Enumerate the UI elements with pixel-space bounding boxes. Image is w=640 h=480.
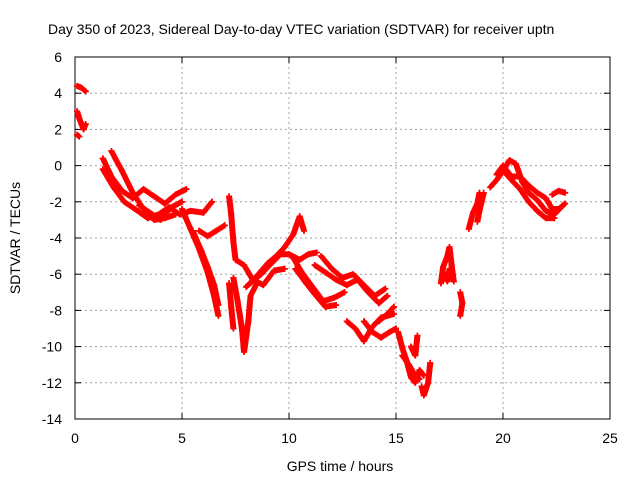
y-tick-label: -2 [50, 194, 63, 210]
x-tick-label: 25 [602, 430, 618, 446]
x-tick-label: 0 [71, 430, 79, 446]
x-tick-label: 5 [178, 430, 186, 446]
series-trace [549, 187, 569, 198]
y-axis-label: SDTVAR / TECUs [7, 182, 23, 294]
series-trace [99, 166, 215, 222]
series-arc-d3 [226, 280, 237, 332]
series-arc-g2 [399, 352, 423, 383]
series-arc-f2 [360, 318, 399, 341]
series-arc-i1 [465, 189, 483, 232]
series-trace [375, 303, 397, 325]
y-tick-label: -4 [50, 230, 63, 246]
series-trace [418, 359, 434, 399]
axis-ticks: -14 -12 -10 -8 -6 -4 -2 0 2 4 6 0 5 10 15 20 25 [42, 49, 618, 446]
y-tick-label: 0 [54, 158, 62, 174]
series-trace [408, 332, 421, 359]
x-axis-label: GPS time / hours [287, 458, 394, 474]
series-arc-e2 [292, 265, 340, 310]
grid [75, 57, 610, 419]
series-arc-d2 [230, 274, 260, 355]
series-trace [74, 108, 89, 133]
series-trace [465, 189, 483, 232]
series-trace [99, 155, 190, 207]
series-arc-b4 [136, 198, 185, 223]
series-trace [360, 318, 399, 341]
series-trace [230, 274, 260, 355]
series-arc-g3 [408, 332, 421, 359]
series-trace [226, 280, 237, 332]
x-tick-label: 20 [495, 430, 511, 446]
series-trace [318, 253, 389, 299]
series-trace [196, 222, 228, 240]
series-arc-h1 [437, 244, 457, 287]
series-trace [474, 189, 487, 225]
y-tick-label: -6 [50, 266, 63, 282]
series-arc-j4 [549, 187, 569, 198]
series-trace [74, 83, 89, 95]
chart-title: Day 350 of 2023, Sidereal Day-to-day VTE… [48, 21, 554, 37]
y-tick-label: -12 [42, 375, 62, 391]
series-trace [74, 131, 83, 140]
series-trace [502, 169, 558, 222]
x-tick-label: 15 [388, 430, 404, 446]
series-arc-f3 [375, 303, 397, 325]
y-tick-label: -10 [42, 339, 62, 355]
series-arc-h3 [457, 289, 466, 319]
series-arc-g1 [395, 329, 427, 386]
series-trace [399, 352, 423, 383]
y-tick-label: 6 [54, 49, 62, 65]
series-trace [440, 265, 453, 285]
x-tick-label: 10 [281, 430, 297, 446]
y-tick-label: 2 [54, 121, 62, 137]
series-arc-a3 [74, 131, 83, 140]
series-trace [189, 227, 222, 308]
series-trace [457, 289, 466, 319]
series-arc-j2 [493, 162, 569, 212]
series-arc-c3 [196, 222, 228, 240]
series-trace [493, 162, 569, 212]
series-trace [226, 193, 288, 289]
y-tick-label: -14 [42, 411, 62, 427]
series-arc-j3 [502, 169, 558, 222]
series-arc-c2 [189, 227, 222, 308]
series-trace [292, 265, 340, 310]
series-arc-b1 [99, 155, 190, 207]
data-marks [74, 83, 569, 399]
series-arc-a2 [74, 108, 89, 133]
series-arc-b2 [99, 166, 215, 222]
y-tick-label: 4 [54, 85, 62, 101]
series-trace [136, 198, 185, 223]
series-arc-a1 [74, 83, 89, 95]
series-arc-g4 [418, 359, 434, 399]
series-arc-i2 [474, 189, 487, 225]
series-arc-d1 [226, 193, 288, 289]
series-arc-e4 [318, 253, 389, 299]
y-tick-label: -8 [50, 302, 63, 318]
series-arc-h2 [440, 265, 453, 285]
series-trace [395, 329, 427, 386]
